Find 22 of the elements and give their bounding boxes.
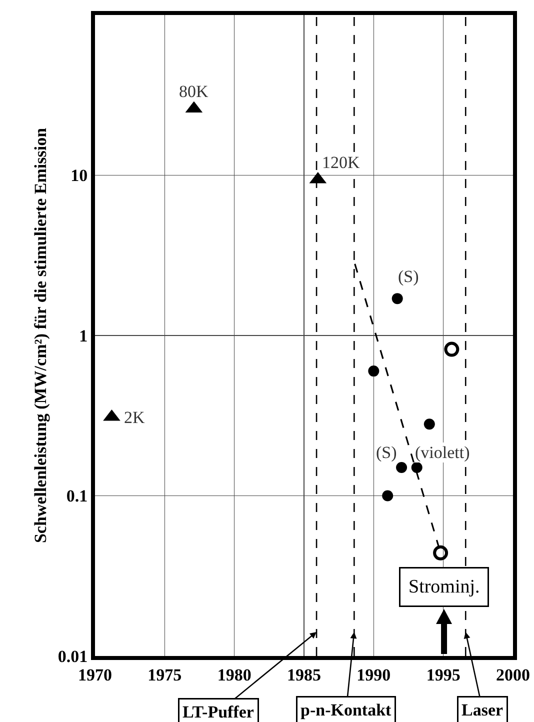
annotation: 80K: [179, 82, 209, 101]
x-tick-label: 1985: [287, 665, 321, 684]
ref-line-label: LT-Puffer: [182, 702, 254, 722]
x-tick-label: 1975: [148, 665, 182, 684]
annotation: (S): [376, 443, 397, 462]
annotation: (S): [398, 267, 419, 286]
ref-line-label: p-n-Kontakt: [300, 700, 392, 720]
y-tick-label: 1: [79, 326, 88, 346]
x-tick-label: 2000: [496, 665, 530, 684]
x-tick-label: 1980: [217, 665, 252, 684]
x-tick-label: 1990: [356, 665, 391, 684]
y-axis-title: Schwellenleistung (MW/cm²) für die stimulierte Emission: [30, 127, 50, 544]
y-tick-label: 0.1: [66, 486, 88, 506]
y-tick-label: 10: [70, 166, 88, 186]
y-tick-label: 0.01: [58, 646, 88, 666]
annotation: Strominj.: [408, 576, 480, 598]
annotation: 120K: [322, 153, 360, 172]
annotation: 2K: [124, 408, 146, 427]
x-tick-label: 1970: [78, 665, 112, 684]
ref-line-label: Laser: [462, 700, 504, 720]
x-tick-label: 1995: [426, 665, 460, 684]
annotation: (violett): [415, 443, 470, 462]
